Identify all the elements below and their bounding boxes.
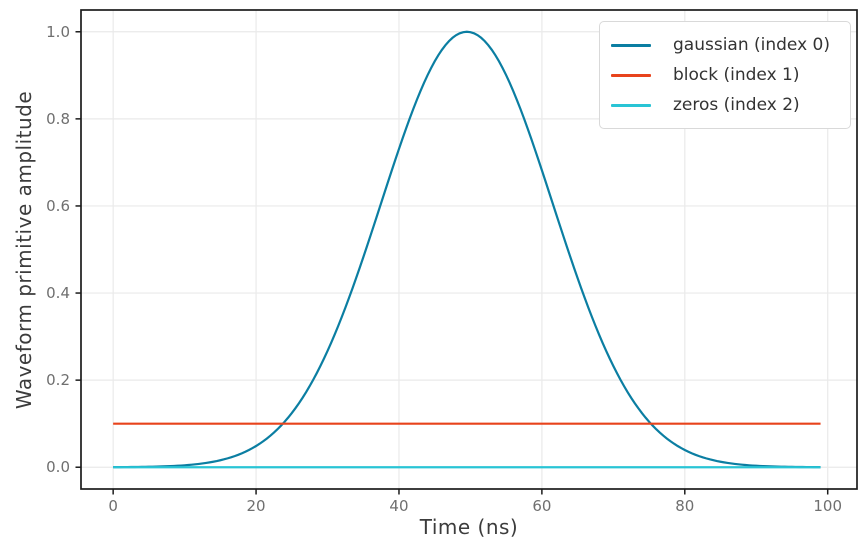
x-tick-label: 100: [813, 497, 842, 515]
x-tick-label: 40: [389, 497, 408, 515]
series-lines: [113, 30, 821, 469]
plot-spines: [80, 9, 858, 490]
x-tick-label: 20: [247, 497, 266, 515]
legend-label: zeros (index 2): [673, 95, 800, 115]
y-axis-label: Waveform primitive amplitude: [12, 90, 36, 410]
y-tick-label: 0.2: [46, 371, 70, 389]
y-tick-label: 0.6: [46, 197, 70, 215]
legend-label: gaussian (index 0): [673, 35, 831, 55]
x-axis-label: Time (ns): [419, 515, 519, 539]
legend-label: block (index 1): [673, 65, 800, 85]
legend-line-swatch: [611, 103, 651, 107]
y-tick-label: 1.0: [46, 23, 70, 41]
y-tick-label: 0.0: [46, 458, 70, 476]
series-line-0: [113, 30, 821, 469]
legend-line-swatch: [611, 43, 651, 47]
legend-item: zeros (index 2): [611, 90, 836, 120]
legend-item: block (index 1): [611, 60, 836, 90]
legend: gaussian (index 0) block (index 1) zeros (…: [599, 21, 851, 129]
y-tick-label: 0.4: [46, 284, 70, 302]
legend-item: gaussian (index 0): [611, 30, 836, 60]
legend-line-swatch: [611, 73, 651, 77]
y-tick-label: 0.8: [46, 110, 70, 128]
x-tick-label: 80: [675, 497, 694, 515]
axes: 0 20 40 60 80 100 0.0 0.2 0.4 0.6 0.8 1.0: [46, 9, 858, 515]
x-tick-label: 60: [532, 497, 551, 515]
x-tick-label: 0: [108, 497, 118, 515]
